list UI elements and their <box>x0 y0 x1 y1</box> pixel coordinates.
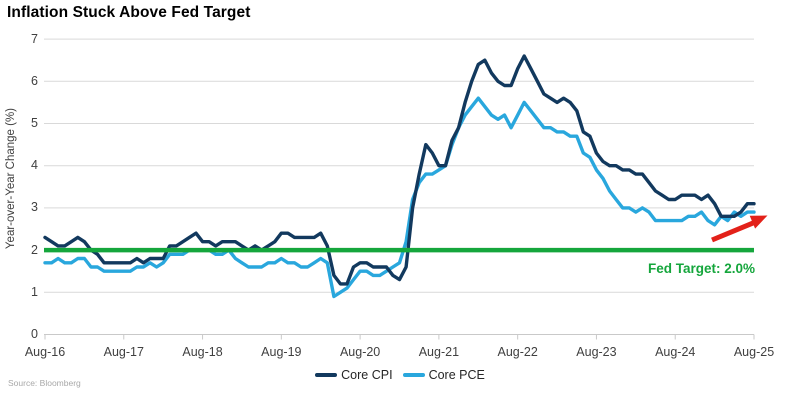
x-tick-label: Aug-19 <box>261 345 302 359</box>
x-tick-label: Aug-25 <box>733 345 775 359</box>
y-tick-label: 3 <box>31 200 38 215</box>
x-tick-label: Aug-16 <box>24 345 66 359</box>
core-cpi-line <box>43 54 756 286</box>
fed-target-label: Fed Target: 2.0% <box>647 261 755 276</box>
trend-arrow-head <box>749 215 768 229</box>
core-pce-line <box>43 96 756 299</box>
source-credit: Source: Bloomberg <box>8 378 81 388</box>
legend-label-core-pce: Core PCE <box>428 368 485 382</box>
legend-label-core-cpi: Core CPI <box>341 368 393 382</box>
y-tick-label: 4 <box>31 158 38 173</box>
y-tick-label: 0 <box>31 327 38 341</box>
legend: Core CPI Core PCE <box>0 368 800 382</box>
y-tick-label: 2 <box>31 242 38 257</box>
x-tick-label: Aug-21 <box>418 345 460 359</box>
chart-title: Inflation Stuck Above Fed Target <box>7 4 251 21</box>
y-tick-label: 7 <box>31 31 38 46</box>
y-tick-label: 1 <box>31 284 38 299</box>
x-tick-label: Aug-23 <box>576 345 617 359</box>
core-cpi-line-swatch <box>315 373 338 377</box>
x-tick-label: Aug-18 <box>182 345 223 359</box>
y-tick-label: 5 <box>31 116 38 130</box>
legend-item-core-cpi: Core CPI <box>315 368 393 382</box>
x-tick-label: Aug-17 <box>103 345 144 359</box>
core-pce-line-swatch <box>402 373 425 377</box>
x-tick-label: Aug-20 <box>339 345 381 359</box>
y-tick-label: 6 <box>31 73 38 88</box>
x-tick-label: Aug-24 <box>655 345 696 359</box>
trend-arrow <box>711 220 755 243</box>
legend-item-core-pce: Core PCE <box>402 368 485 382</box>
x-tick-label: Aug-22 <box>497 345 538 359</box>
